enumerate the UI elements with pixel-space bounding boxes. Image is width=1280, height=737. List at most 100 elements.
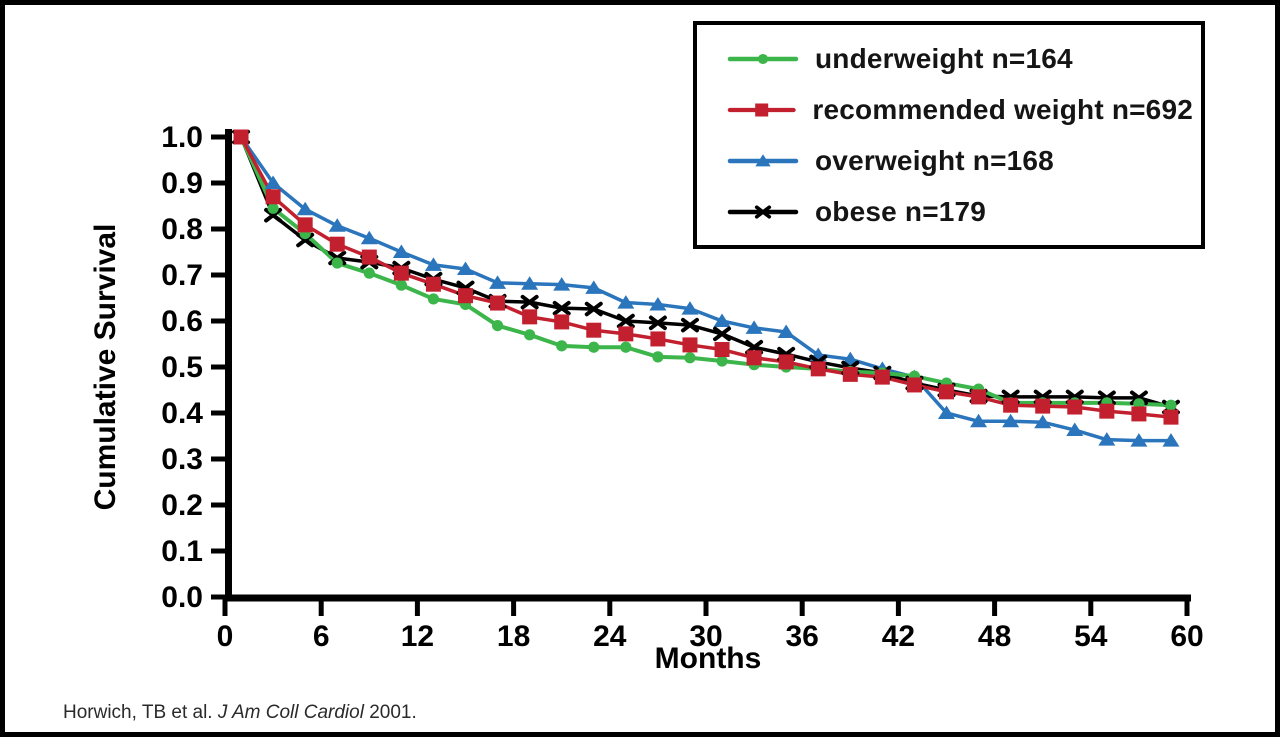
y-tick-label: 0.4 — [161, 397, 203, 430]
obese-line-marker-icon — [727, 204, 799, 219]
triangle-marker — [755, 153, 771, 166]
triangle-marker — [424, 257, 442, 271]
circle-marker — [427, 293, 440, 305]
triangle-marker — [617, 295, 635, 309]
square-marker — [1099, 403, 1115, 419]
square-marker — [810, 361, 826, 377]
triangle-marker — [457, 261, 474, 276]
square-marker — [1067, 399, 1083, 415]
legend-entry-recommended-weight: recommended weight n=692 — [727, 94, 1193, 126]
citation: Horwich, TB et al. J Am Coll Cardiol 200… — [63, 702, 417, 724]
circle-marker — [620, 341, 632, 353]
x-tick-label: 48 — [978, 620, 1011, 653]
circle-marker — [684, 352, 696, 364]
y-tick-label: 0.3 — [161, 443, 203, 476]
triangle-marker — [521, 276, 539, 290]
x-axis-title: Months — [655, 642, 762, 675]
triangle-marker — [585, 280, 603, 294]
x-tick-label: 24 — [593, 620, 627, 653]
triangle-marker — [1034, 414, 1052, 429]
square-marker — [329, 236, 345, 252]
y-axis-title: Cumulative Survival — [89, 224, 122, 511]
triangle-marker — [745, 320, 763, 334]
triangle-marker — [681, 301, 699, 315]
survival-chart: 1.0 0.9 0.8 0.7 0.6 0.5 0.4 0.3 0.2 0.1 0.0 0 6 12 18 2… — [89, 121, 1204, 675]
square-marker — [586, 322, 602, 338]
triangle-marker — [1130, 433, 1148, 447]
square-marker — [265, 189, 281, 205]
x-tick-label: 42 — [882, 620, 915, 653]
triangle-marker — [553, 277, 571, 291]
y-tick-label: 0.6 — [161, 305, 203, 338]
legend-entry-underweight: underweight n=164 — [727, 43, 1193, 75]
square-marker — [393, 265, 409, 281]
square-marker — [939, 384, 954, 400]
triangle-marker — [1098, 432, 1116, 446]
legend-entry-overweight: overweight n=168 — [727, 145, 1193, 177]
legend-label-obese: obese n=179 — [815, 195, 987, 227]
x-marker — [616, 313, 635, 329]
x-marker — [264, 207, 283, 223]
y-tick-label: 0.7 — [161, 259, 203, 292]
axis-ticks — [211, 134, 1190, 616]
overweight-line — [239, 135, 1173, 443]
circle-marker — [588, 341, 600, 353]
x-tick-label: 6 — [313, 620, 330, 653]
triangle-marker — [970, 413, 988, 428]
square-marker — [425, 276, 441, 292]
x-tick-label: 60 — [1170, 620, 1203, 653]
y-tick-label: 0.0 — [161, 581, 203, 614]
y-tick-label: 0.9 — [161, 167, 203, 200]
triangle-marker — [649, 296, 667, 311]
x-tick-label: 36 — [786, 620, 819, 653]
triangle-marker — [1002, 413, 1020, 428]
x-marker — [680, 317, 699, 333]
legend-label-recommended-weight: recommended weight n=692 — [812, 93, 1193, 125]
square-marker — [1035, 398, 1051, 414]
citation-year: 2001. — [363, 702, 417, 723]
triangle-marker — [296, 201, 314, 216]
circle-marker — [757, 53, 769, 64]
legend: underweight n=164 recommended weight n=6… — [693, 21, 1205, 249]
x-marker — [754, 204, 772, 219]
y-tick-label: 0.8 — [161, 213, 203, 246]
triangle-marker — [777, 324, 795, 339]
circle-marker — [267, 202, 279, 214]
x-tick-label: 0 — [217, 620, 234, 653]
square-marker — [755, 102, 769, 117]
x-marker — [520, 294, 539, 310]
circle-marker — [716, 355, 728, 367]
citation-authors: Horwich, TB et al. — [63, 702, 218, 723]
axis-tick-labels: 1.0 0.9 0.8 0.7 0.6 0.5 0.4 0.3 0.2 0.1 0.0 0 6 12 18 2… — [161, 121, 1203, 653]
recommended weight-markers — [233, 129, 1179, 425]
x-tick-label: 12 — [401, 620, 434, 653]
y-tick-label: 0.5 — [161, 351, 203, 384]
x-tick-label: 30 — [689, 620, 722, 653]
square-marker — [714, 342, 730, 358]
triangle-marker — [360, 230, 378, 245]
y-tick-label: 0.2 — [161, 489, 203, 522]
circle-marker — [395, 279, 407, 291]
circle-marker — [491, 320, 504, 332]
square-marker — [778, 354, 794, 370]
x-marker — [584, 301, 603, 317]
square-marker — [971, 389, 987, 405]
citation-journal: J Am Coll Cardiol — [217, 702, 364, 723]
y-tick-label: 1.0 — [161, 121, 203, 154]
square-marker — [1163, 409, 1179, 425]
circle-marker — [1165, 399, 1177, 411]
triangle-marker — [392, 244, 410, 258]
legend-label-underweight: underweight n=164 — [815, 42, 1073, 74]
square-marker — [682, 337, 698, 353]
square-marker — [1131, 406, 1147, 422]
x-tick-label: 54 — [1074, 620, 1108, 653]
square-marker — [906, 377, 922, 393]
triangle-marker — [1162, 433, 1180, 447]
square-marker — [297, 217, 313, 233]
triangle-marker — [841, 351, 859, 366]
recommended-weight-line-marker-icon — [727, 102, 796, 117]
triangle-marker — [713, 313, 731, 327]
x-marker — [648, 315, 667, 331]
triangle-marker — [264, 175, 282, 189]
circle-marker — [652, 351, 664, 363]
